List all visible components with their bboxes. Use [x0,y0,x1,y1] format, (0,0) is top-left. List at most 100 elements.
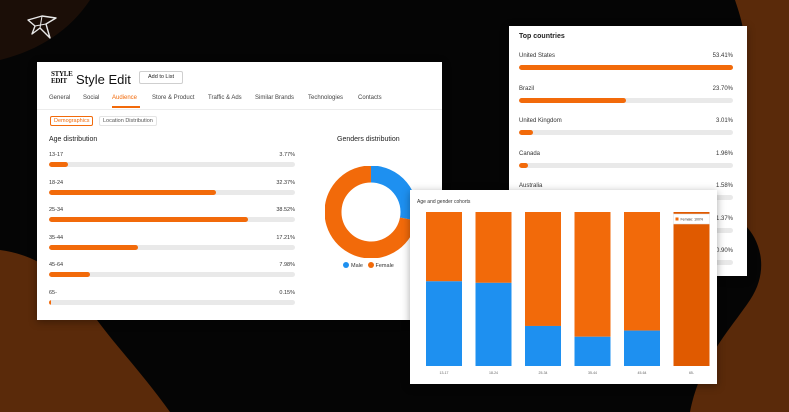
country-name: United Kingdom [519,118,562,124]
age-label: 25-34 [49,207,64,213]
age-bar-track [49,244,295,250]
bar-female[interactable] [525,212,561,326]
subtab-demographics[interactable]: Demographics [50,116,94,126]
country-row: Canada 1.96% [519,151,733,171]
age-bar-track [49,272,295,277]
tab-technologies[interactable]: Technologies [308,95,344,101]
cohort-tick-label: 13-17 [440,371,449,375]
tab-similar-brands[interactable]: Similar Brands [255,95,295,101]
country-bar-track [519,162,733,168]
country-value: 0.90% [715,248,733,254]
add-to-list-button[interactable]: Add to List [139,71,183,84]
bar-male[interactable] [426,281,462,366]
cohort-tick-label: 45-64 [638,371,647,375]
cohorts-bar-chart: 13-17 18-24 25-34 35-44 45-64 65- Female: 100% [426,212,710,375]
age-value: 7.98% [279,262,295,268]
country-value: 53.41% [712,53,733,59]
genders-donut-chart [325,166,417,258]
female-legend-dot [367,262,374,268]
country-bar-track [519,65,733,70]
age-bar-track [49,162,295,167]
country-value: 1.37% [715,215,733,222]
genders-distribution-title: Genders distribution [337,136,400,143]
country-name: Australia [519,183,543,189]
bar-male[interactable] [525,325,561,366]
top-countries-title: Top countries [519,33,565,40]
bar-female[interactable] [426,212,462,282]
age-bar-fill [49,299,51,305]
donut-slice-male [370,166,417,221]
country-bar-fill [519,130,533,135]
cohort-tooltip [673,213,710,225]
age-row: 18-24 32.37% [49,180,295,200]
brand-logo: STYLE EDIT [51,70,73,90]
age-label: 13-17 [49,152,64,158]
tab-social[interactable]: Social [83,95,100,101]
country-bar-fill [519,97,626,103]
cohort-tooltip-swatch [675,217,679,221]
brand-audience-card: STYLE EDIT Style Edit Add to List General… [37,62,442,320]
age-bar-track [49,299,295,305]
brand-logo-line: STYLE [51,70,73,78]
tab-traffic-ads[interactable]: Traffic & Ads [208,95,242,101]
cohort-tooltip-text: Female: 100% [681,218,704,222]
country-value: 3.01% [715,118,733,124]
female-legend-label: Female [375,263,394,269]
bar-female[interactable] [574,212,611,337]
age-bar-fill [49,189,217,195]
age-value: 3.77% [279,152,295,158]
bar-male[interactable] [475,282,512,366]
tab-general[interactable]: General [49,95,71,101]
age-value: 38.52% [276,207,295,213]
age-bar-track [49,217,295,222]
subtab-location-distribution[interactable]: Location Distribution [99,116,157,126]
age-row: 13-17 3.77% [49,152,295,172]
brand-logo-line: EDIT [51,77,67,85]
age-label: 65- [49,289,57,296]
male-legend-label: Male [351,263,363,269]
age-row: 45-64 7.98% [49,262,295,282]
country-name: United States [519,53,556,59]
age-bar-track [49,189,295,195]
age-value: 32.37% [276,179,295,186]
age-label: 35-44 [49,234,64,241]
country-value: 23.70% [712,85,733,92]
cohort-tick-label: 25-34 [539,371,548,375]
age-label: 45-64 [49,262,64,268]
tab-contacts[interactable]: Contacts [358,95,382,101]
age-bar-fill [49,272,91,277]
tab-audience[interactable]: Audience [112,95,138,101]
male-legend-dot [343,262,349,268]
age-bar-fill [49,162,69,167]
country-bar-fill [519,162,528,168]
age-row: 65- 0.15% [49,290,295,310]
cohort-tick-label: 65- [689,371,695,375]
age-distribution-title: Age distribution [49,136,98,143]
age-label: 18-24 [49,179,64,186]
country-value: 1.58% [715,183,733,189]
bar-female[interactable] [475,212,512,283]
country-bar-fill [519,65,733,70]
country-bar-track [519,130,733,135]
origami-bird-icon [27,15,57,39]
bar-female[interactable] [673,212,710,366]
age-value: 0.15% [279,289,295,296]
country-bar-track [519,97,733,103]
bar-female[interactable] [624,212,660,331]
bar-male[interactable] [574,336,611,366]
country-row: Brazil 23.70% [519,86,733,106]
tabs-divider [37,109,442,110]
country-name: Brazil [519,85,535,92]
donut-slice-female [325,166,417,258]
country-name: Canada [519,150,541,157]
genders-legend: Male Female [343,262,394,269]
cohort-tick-label: 18-24 [489,371,498,375]
country-row: United Kingdom 3.01% [519,118,733,138]
age-gender-cohorts-card: Age and gender cohorts 13-17 18-24 25-34 35… [410,190,717,384]
active-tab-indicator [112,106,140,108]
age-bar-fill [49,244,138,250]
age-row: 35-44 17.21% [49,235,295,255]
tab-store-product[interactable]: Store & Product [152,95,195,101]
bar-male[interactable] [624,330,660,366]
country-value: 1.96% [715,150,733,157]
